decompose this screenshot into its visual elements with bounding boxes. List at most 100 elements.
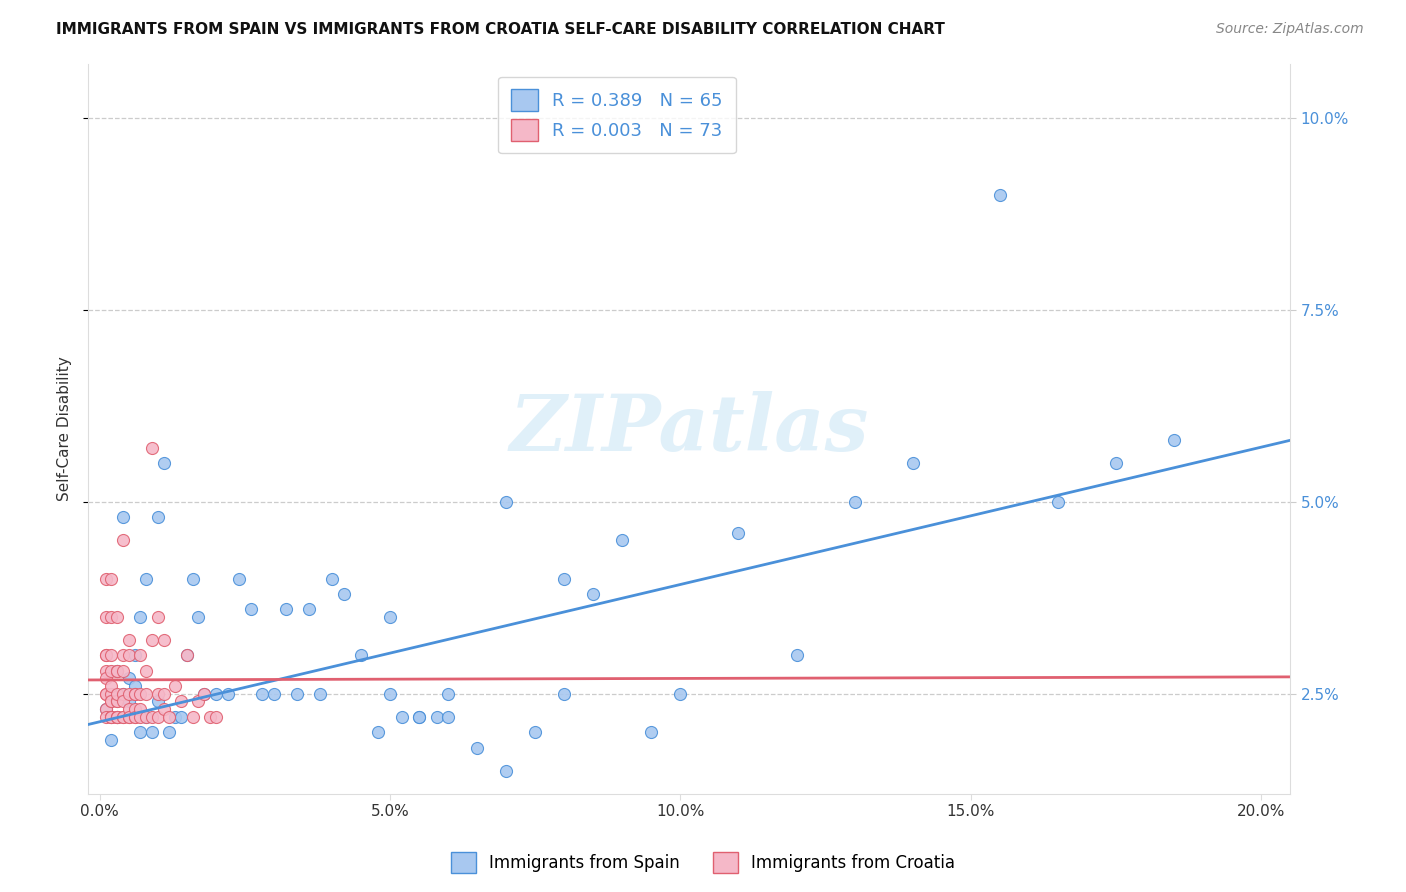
Point (786, 648, 808, 663)
Point (100, 710, 122, 724)
Point (135, 710, 157, 724)
Point (105, 710, 128, 724)
Point (94, 572, 117, 586)
Point (217, 687, 239, 701)
Point (193, 687, 215, 701)
Point (298, 602, 321, 616)
Point (285, 687, 308, 701)
Point (181, 572, 204, 586)
Point (94, 648, 117, 663)
Point (100, 610, 122, 624)
Point (129, 710, 152, 724)
Point (165, 679, 187, 693)
Point (141, 633, 163, 648)
Point (159, 710, 181, 724)
Point (321, 572, 343, 586)
Point (187, 610, 209, 624)
Point (187, 694, 209, 708)
Point (129, 648, 152, 663)
Point (118, 633, 141, 648)
Text: Source: ZipAtlas.com: Source: ZipAtlas.com (1216, 22, 1364, 37)
Point (111, 694, 134, 708)
Point (437, 687, 460, 701)
Point (146, 610, 169, 624)
Point (100, 664, 122, 678)
Point (124, 710, 146, 724)
Point (94, 648, 117, 663)
Point (1046, 495, 1069, 509)
Point (332, 587, 354, 601)
Point (94, 687, 117, 701)
Point (205, 710, 228, 724)
Text: ZIPatlas: ZIPatlas (509, 391, 869, 467)
Point (135, 710, 157, 724)
Point (105, 610, 128, 624)
Point (105, 694, 128, 708)
Legend: Immigrants from Spain, Immigrants from Croatia: Immigrants from Spain, Immigrants from C… (444, 846, 962, 880)
Point (141, 441, 163, 455)
Point (391, 710, 413, 724)
Point (111, 664, 134, 678)
Point (100, 572, 122, 586)
Point (129, 702, 152, 716)
Point (553, 572, 575, 586)
Point (118, 672, 141, 686)
Point (176, 648, 198, 663)
Point (94, 702, 117, 716)
Point (129, 687, 152, 701)
Point (94, 672, 117, 686)
Point (170, 694, 193, 708)
Point (141, 725, 163, 739)
Point (146, 694, 169, 708)
Point (105, 710, 128, 724)
Point (350, 648, 373, 663)
Point (105, 664, 128, 678)
Point (118, 694, 141, 708)
Point (669, 687, 692, 701)
Point (495, 764, 517, 778)
Point (465, 740, 488, 755)
Point (94, 610, 117, 624)
Point (124, 648, 146, 663)
Point (94, 664, 117, 678)
Point (274, 602, 297, 616)
Point (309, 687, 332, 701)
Point (146, 710, 169, 724)
Point (378, 610, 401, 624)
Point (124, 679, 146, 693)
Point (118, 710, 141, 724)
Point (94, 710, 117, 724)
Text: IMMIGRANTS FROM SPAIN VS IMMIGRANTS FROM CROATIA SELF-CARE DISABILITY CORRELATIO: IMMIGRANTS FROM SPAIN VS IMMIGRANTS FROM… (56, 22, 945, 37)
Point (263, 687, 285, 701)
Point (198, 710, 221, 724)
Point (425, 710, 447, 724)
Point (152, 702, 174, 716)
Point (228, 572, 250, 586)
Point (111, 687, 134, 701)
Point (152, 633, 174, 648)
Point (135, 664, 157, 678)
Point (152, 456, 174, 470)
Point (582, 587, 605, 601)
Point (170, 710, 193, 724)
Point (165, 710, 187, 724)
Point (239, 602, 262, 616)
Point (1105, 456, 1128, 470)
Point (111, 510, 134, 524)
Point (135, 687, 157, 701)
Point (100, 694, 122, 708)
Point (252, 687, 274, 701)
Point (141, 710, 163, 724)
Point (105, 710, 128, 724)
Point (111, 687, 134, 701)
Point (118, 702, 141, 716)
Point (129, 610, 152, 624)
Point (727, 525, 749, 540)
Point (988, 187, 1011, 202)
Point (105, 664, 128, 678)
Point (94, 702, 117, 716)
Point (111, 533, 134, 548)
Point (901, 456, 924, 470)
Point (193, 687, 215, 701)
Point (524, 725, 547, 739)
